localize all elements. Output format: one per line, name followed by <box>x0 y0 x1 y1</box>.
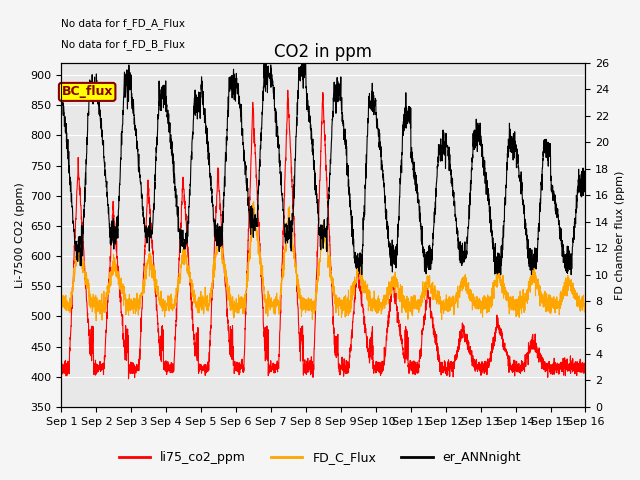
Text: No data for f_FD_B_Flux: No data for f_FD_B_Flux <box>61 39 186 50</box>
Title: CO2 in ppm: CO2 in ppm <box>275 44 372 61</box>
Text: No data for f_FD_A_Flux: No data for f_FD_A_Flux <box>61 18 186 29</box>
Y-axis label: Li-7500 CO2 (ppm): Li-7500 CO2 (ppm) <box>15 182 25 288</box>
Text: BC_flux: BC_flux <box>61 85 113 98</box>
Legend: li75_co2_ppm, FD_C_Flux, er_ANNnight: li75_co2_ppm, FD_C_Flux, er_ANNnight <box>114 446 526 469</box>
Y-axis label: FD chamber flux (ppm): FD chamber flux (ppm) <box>615 170 625 300</box>
